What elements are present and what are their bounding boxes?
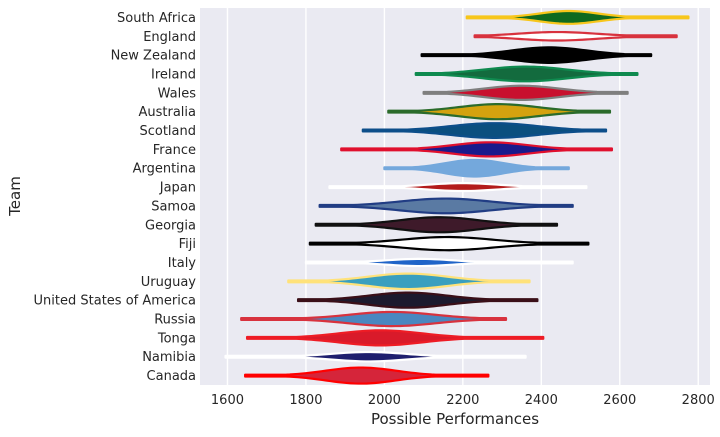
violin-tonga [245, 329, 545, 347]
violin-australia [387, 103, 612, 121]
x-tick-label-2200: 2200 [446, 393, 479, 408]
y-tick-label-samoa: Samoa [151, 199, 196, 214]
x-tick-label-2600: 2600 [603, 393, 636, 408]
y-axis-title: Team [6, 176, 24, 217]
y-tick-label-wales: Wales [158, 86, 197, 101]
y-tick-label-fiji: Fiji [179, 237, 196, 252]
y-tick-label-united-states-of-america: United States of America [34, 294, 196, 309]
x-axis-title: Possible Performances [371, 410, 539, 428]
violin-georgia [314, 216, 559, 234]
violin-canada [244, 366, 490, 385]
violin-italy [304, 257, 574, 268]
y-tick-label-uruguay: Uruguay [141, 275, 197, 290]
violin-namibia [224, 350, 527, 363]
y-tick-label-tonga: Tonga [157, 331, 196, 346]
violin-wales [422, 84, 629, 101]
y-tick-label-argentina: Argentina [133, 162, 196, 177]
y-tick-labels: South Africa England New Zealand Ireland Wal… [34, 11, 197, 384]
y-tick-label-new-zealand: New Zealand [111, 49, 196, 64]
violin-japan [328, 182, 588, 193]
y-tick-label-england: England [143, 30, 196, 45]
violin-south-africa [465, 9, 690, 25]
violin-new-zealand [420, 46, 653, 64]
violin-scotland [361, 122, 608, 139]
x-tick-label-2400: 2400 [525, 393, 558, 408]
x-tick-labels: 1600 1800 2000 2200 2400 2600 2800 [211, 393, 715, 408]
violin-england [473, 30, 678, 42]
y-tick-label-russia: Russia [154, 313, 196, 328]
y-tick-label-georgia: Georgia [145, 218, 196, 233]
x-tick-label-2800: 2800 [682, 393, 715, 408]
y-tick-label-canada: Canada [147, 369, 196, 384]
violin-united-states-of-america [296, 291, 539, 309]
violin-fiji [308, 235, 590, 252]
violin-france [340, 141, 614, 158]
y-tick-label-south-africa: South Africa [117, 11, 196, 26]
y-tick-label-australia: Australia [138, 105, 196, 120]
y-tick-label-japan: Japan [159, 181, 196, 196]
x-tick-label-2000: 2000 [368, 393, 401, 408]
violin-ireland [414, 65, 639, 83]
violin-samoa [318, 197, 574, 215]
violins [224, 9, 690, 385]
violin-argentina [383, 158, 570, 178]
plot-background [200, 8, 710, 385]
y-tick-label-france: France [153, 143, 196, 158]
y-tick-label-ireland: Ireland [151, 67, 196, 82]
y-tick-label-italy: Italy [168, 256, 197, 271]
violin-russia [240, 310, 508, 328]
x-tick-label-1600: 1600 [211, 393, 244, 408]
violin-uruguay [287, 272, 531, 291]
y-tick-label-namibia: Namibia [142, 350, 196, 365]
y-tick-label-scotland: Scotland [139, 124, 196, 139]
x-tick-label-1800: 1800 [289, 393, 322, 408]
